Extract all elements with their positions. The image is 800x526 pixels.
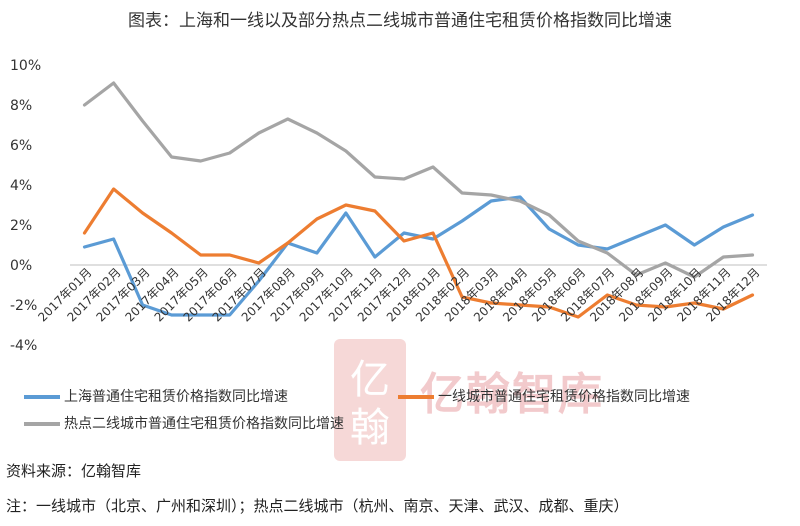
y-tick-label: -2%	[10, 298, 37, 314]
series-line-1	[82, 187, 755, 319]
watermark-seal: 亿 翰	[330, 335, 410, 469]
watermark-brand: 亿翰智库	[420, 369, 604, 420]
chart-title: 图表：上海和一线以及部分热点二线城市普通住宅租赁价格指数同比增速	[128, 11, 672, 31]
svg-text:翰: 翰	[350, 405, 390, 451]
y-tick-label: 10%	[10, 58, 41, 74]
legend-item-tier1: 一线城市普通住宅租赁价格指数同比增速	[398, 386, 690, 406]
y-tick-label: -4%	[10, 338, 37, 354]
legend-swatch-tier1	[398, 395, 434, 399]
y-tick-label: 8%	[10, 98, 32, 114]
legend-item-tier2: 热点二线城市普通住宅租赁价格指数同比增速	[24, 413, 344, 433]
legend-label-tier1: 一线城市普通住宅租赁价格指数同比增速	[438, 389, 690, 405]
y-tick-label: 2%	[10, 218, 32, 234]
footnote: 注：一线城市（北京、广州和深圳）；热点二线城市（杭州、南京、天津、武汉、成都、重…	[6, 497, 629, 515]
legend-label-tier2: 热点二线城市普通住宅租赁价格指数同比增速	[64, 416, 344, 432]
series-line-2	[82, 81, 755, 279]
legend-label-shanghai: 上海普通住宅租赁价格指数同比增速	[64, 389, 288, 405]
legend-item-shanghai: 上海普通住宅租赁价格指数同比增速	[24, 386, 288, 406]
legend-swatch-shanghai	[24, 395, 60, 399]
y-tick-label: 0%	[10, 258, 32, 274]
y-tick-label: 6%	[10, 138, 32, 154]
legend-swatch-tier2	[24, 422, 60, 426]
y-tick-label: 4%	[10, 178, 32, 194]
source-note: 资料来源：亿翰智库	[6, 462, 142, 480]
svg-text:亿: 亿	[350, 357, 390, 403]
